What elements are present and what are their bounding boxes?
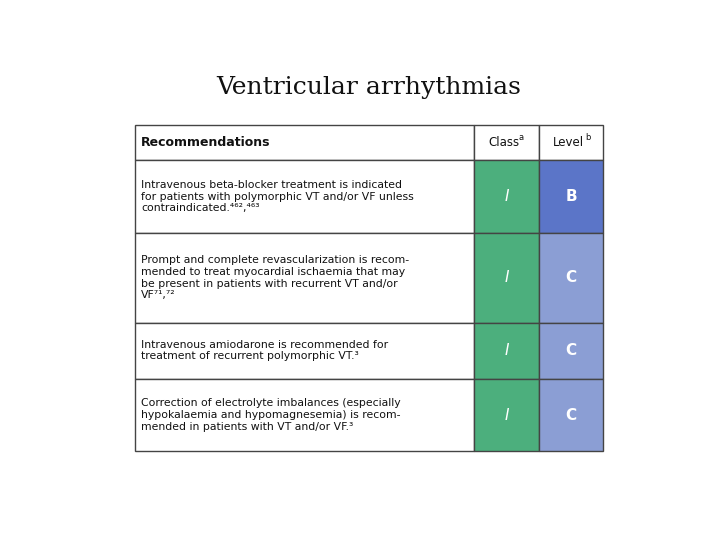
Bar [135, 233, 474, 322]
Text: VF⁷¹,⁷²: VF⁷¹,⁷² [141, 291, 176, 300]
Text: C: C [566, 408, 577, 423]
Bar [135, 379, 474, 451]
Bar [474, 379, 539, 451]
Bar [539, 233, 603, 322]
Text: I: I [505, 271, 509, 286]
Bar [474, 233, 539, 322]
Text: mended to treat myocardial ischaemia that may: mended to treat myocardial ischaemia tha… [141, 267, 405, 277]
Text: b: b [585, 133, 590, 142]
Text: Class: Class [488, 136, 519, 149]
Text: be present in patients with recurrent VT and/or: be present in patients with recurrent VT… [141, 279, 398, 289]
Text: mended in patients with VT and/or VF.³: mended in patients with VT and/or VF.³ [141, 422, 354, 432]
Text: Recommendations: Recommendations [141, 136, 271, 149]
Text: hypokalaemia and hypomagnesemia) is recom-: hypokalaemia and hypomagnesemia) is reco… [141, 410, 401, 420]
Text: a: a [519, 133, 524, 142]
Bar [474, 322, 539, 379]
Text: treatment of recurrent polymorphic VT.³: treatment of recurrent polymorphic VT.³ [141, 352, 359, 361]
Bar [474, 160, 539, 233]
Text: for patients with polymorphic VT and/or VF unless: for patients with polymorphic VT and/or … [141, 192, 414, 202]
Bar [135, 125, 474, 160]
Text: B: B [565, 190, 577, 204]
Bar [135, 322, 474, 379]
Text: I: I [505, 190, 509, 204]
Text: C: C [566, 343, 577, 358]
Text: Correction of electrolyte imbalances (especially: Correction of electrolyte imbalances (es… [141, 399, 401, 408]
Text: contraindicated.⁴⁶²,⁴⁶³: contraindicated.⁴⁶²,⁴⁶³ [141, 204, 260, 213]
Bar [474, 125, 539, 160]
Bar [135, 160, 474, 233]
Text: C: C [566, 271, 577, 286]
Text: Prompt and complete revascularization is recom-: Prompt and complete revascularization is… [141, 255, 410, 266]
Bar [539, 160, 603, 233]
Bar [539, 379, 603, 451]
Text: Level: Level [553, 136, 584, 149]
Bar [539, 125, 603, 160]
Text: Intravenous amiodarone is recommended for: Intravenous amiodarone is recommended fo… [141, 340, 389, 350]
Text: I: I [505, 408, 509, 423]
Text: Intravenous beta-blocker treatment is indicated: Intravenous beta-blocker treatment is in… [141, 180, 402, 190]
Text: I: I [505, 343, 509, 358]
Text: Ventricular arrhythmias: Ventricular arrhythmias [217, 76, 521, 99]
Bar [539, 322, 603, 379]
